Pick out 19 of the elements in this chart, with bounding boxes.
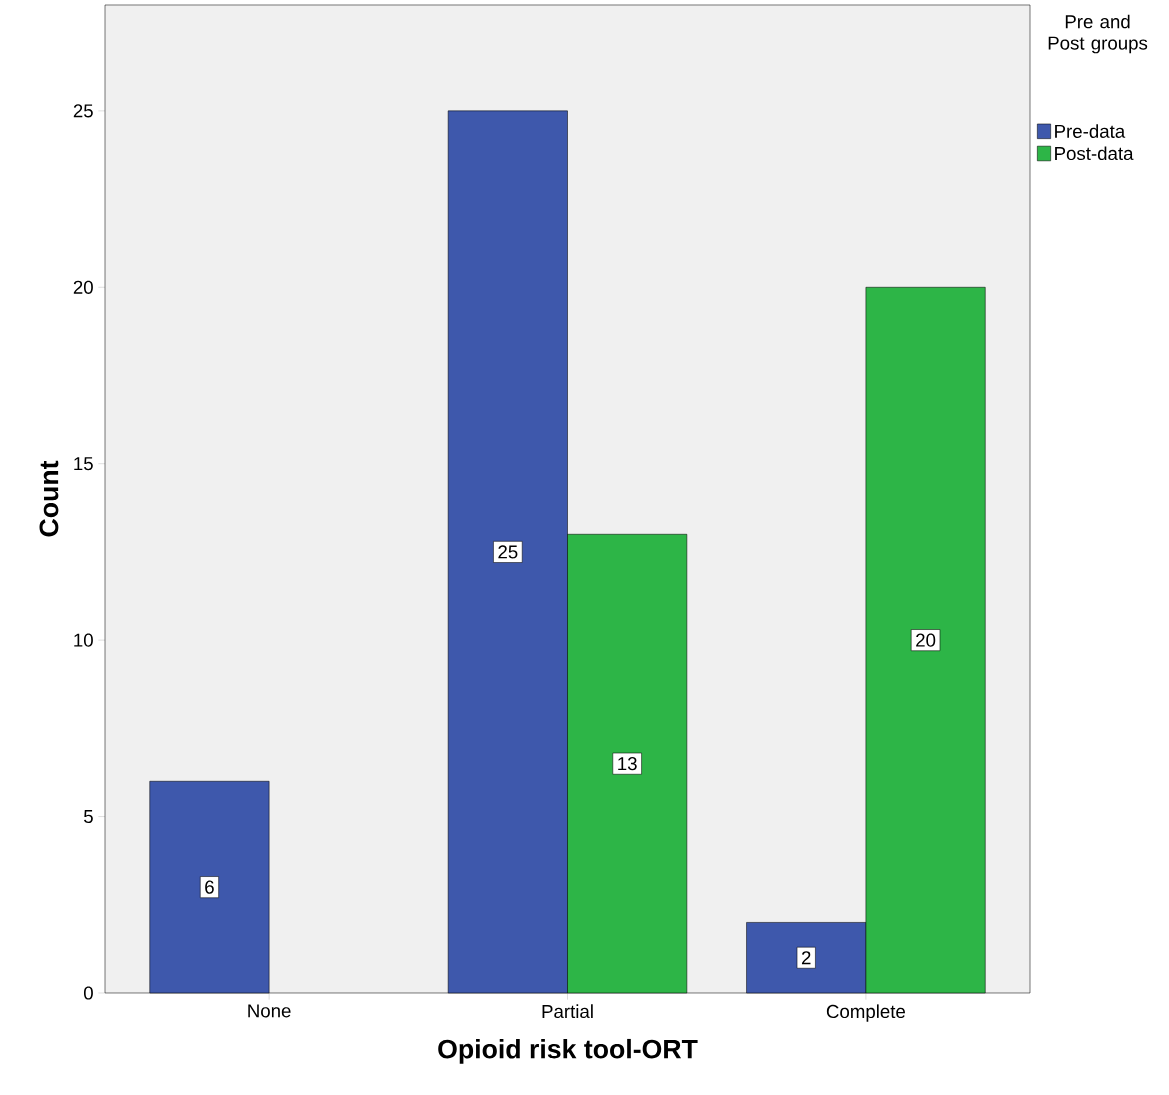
y-tick-label: 5 bbox=[84, 810, 93, 824]
data-label: 20 bbox=[916, 633, 936, 647]
legend-title: Pre and Post groups bbox=[1048, 14, 1148, 54]
data-label: 13 bbox=[618, 757, 637, 771]
x-axis-title: Opioid risk tool-ORT bbox=[438, 1038, 698, 1064]
y-tick-label: 20 bbox=[73, 280, 93, 294]
data-label: 25 bbox=[498, 545, 518, 559]
y-tick-label: 10 bbox=[74, 633, 93, 647]
x-tick-label: Partial bbox=[542, 1004, 593, 1019]
x-tick-label: Complete bbox=[826, 1004, 906, 1022]
y-tick-label: 25 bbox=[73, 104, 93, 118]
legend-label: Pre-data bbox=[1055, 124, 1126, 138]
y-axis-title: Count bbox=[39, 460, 59, 537]
data-label: 2 bbox=[801, 951, 811, 965]
y-tick-label: 15 bbox=[74, 457, 93, 471]
data-label: 6 bbox=[205, 880, 214, 894]
x-tick-label: None bbox=[248, 1004, 291, 1018]
y-tick-label: 0 bbox=[83, 986, 93, 1000]
legend-label: Post-data bbox=[1055, 146, 1134, 161]
